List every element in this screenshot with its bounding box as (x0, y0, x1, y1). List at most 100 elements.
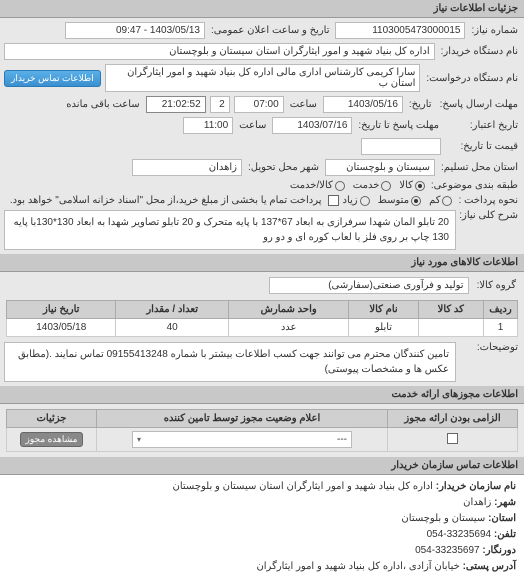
announce-label: تاریخ و ساعت اعلان عمومی: (209, 25, 332, 36)
contact-fax-label: دورنگار: (482, 545, 516, 556)
radio-dot-icon (335, 181, 345, 191)
price-date-value (361, 138, 441, 155)
contact-buyer-button[interactable]: اطلاعات تماس خریدار (4, 70, 101, 87)
radio-low[interactable]: کم (429, 195, 452, 206)
validity-time-value: 11:00 (183, 117, 233, 134)
row-buyer-org: نام دستگاه خریدار: اداره کل بنیاد شهید و… (0, 41, 524, 62)
requester-label: نام دستگاه درخواست: (424, 73, 520, 84)
section-licenses-title: اطلاعات مجوزهای ارائه خدمت (391, 389, 518, 400)
contact-province-row: استان: سیستان و بلوچستان (8, 511, 516, 527)
radio-dot-icon (381, 181, 391, 191)
contact-address-label: آدرس پستی: (463, 561, 516, 572)
section-details-title: جزئیات اطلاعات نیاز (434, 3, 518, 14)
summary-text: 20 تابلو المان شهدا سرفرازی به ابعاد 67*… (4, 210, 456, 250)
category-row: گروه کالا: تولید و فرآوری صنعتی(سفارشی) (0, 274, 524, 297)
row-req-number: شماره نیاز: 1103005473000015 تاریخ و ساع… (0, 20, 524, 41)
validity-deadline-label: مهلت پاسخ تا تاریخ: (356, 120, 441, 131)
page-num: 2 (210, 96, 230, 113)
col-need-date: تاریخ نیاز (7, 301, 116, 319)
items-table: ردیف کد کالا نام کالا واحد شمارش تعداد /… (6, 300, 518, 337)
view-license-button[interactable]: مشاهده مجوز (20, 432, 84, 447)
lic-checkbox[interactable] (447, 433, 458, 444)
contact-phone-label: تلفن: (494, 529, 516, 540)
contact-city-label: شهر: (494, 497, 516, 508)
row-validity: تاریخ اعتبار: مهلت پاسخ تا تاریخ: 1403/0… (0, 115, 524, 136)
radio-dot-icon (415, 181, 425, 191)
col-row-num: ردیف (484, 301, 518, 319)
row-summary: شرح کلی نیاز: 20 تابلو المان شهدا سرفراز… (0, 208, 524, 252)
req-number-value: 1103005473000015 (335, 22, 465, 39)
section-items-title: اطلاعات کالاهای مورد نیاز (411, 257, 518, 268)
req-number-label: شماره نیاز: (469, 25, 520, 36)
validity-label: تاریخ اعتبار: (445, 120, 520, 131)
contact-phone-row: تلفن: 33235694-054 (8, 527, 516, 543)
lic-details-cell: مشاهده مجوز (7, 428, 97, 452)
section-contact-title: اطلاعات تماس سازمان خریدار (391, 460, 518, 471)
radio-khedmat[interactable]: خدمت (353, 180, 392, 191)
table-row[interactable]: 1 تابلو عدد 40 1403/05/18 (7, 319, 518, 337)
radio-kala[interactable]: کالا (399, 180, 425, 191)
contact-city-value: زاهدان (463, 497, 491, 508)
deadline-time-value: 07:00 (234, 96, 284, 113)
radio-dot-icon (360, 196, 370, 206)
deadline-date-label: تاریخ: (407, 99, 434, 110)
items-area: گروه کالا: تولید و فرآوری صنعتی(سفارشی) … (0, 272, 524, 386)
contact-fax-row: دورنگار: 33235697-054 (8, 543, 516, 559)
radio-high[interactable]: زیاد (343, 195, 370, 206)
row-requester: نام دستگاه درخواست: سارا کریمی کارشناس ا… (0, 62, 524, 94)
row-deadline: مهلت ارسال پاسخ: تاریخ: 1403/05/16 ساعت … (0, 94, 524, 115)
pay-checkbox[interactable] (328, 195, 339, 206)
lic-mandatory-cell (388, 428, 518, 452)
contact-org-label: نام سازمان خریدار: (436, 481, 516, 492)
notes-label: توضیحات: (460, 342, 520, 353)
radio-dot-icon (442, 196, 452, 206)
requester-value: سارا کریمی کارشناس اداری مالی اداره کل ب… (105, 64, 421, 92)
announce-value: 1403/05/13 - 09:47 (65, 22, 205, 39)
validity-time-label: ساعت (237, 120, 268, 131)
lic-select-value: --- (337, 434, 347, 445)
cell-qty: 40 (116, 319, 228, 337)
cell-need-date: 1403/05/18 (7, 319, 116, 337)
radio-medium[interactable]: متوسط (378, 195, 421, 206)
budget-label: طبقه بندی موضوعی: (429, 180, 520, 191)
remaining-label: ساعت باقی مانده (64, 99, 141, 110)
row-budget: طبقه بندی موضوعی: کالا خدمت کالا/خدمت (0, 178, 524, 193)
license-row: --- ▾ مشاهده مجوز (7, 428, 518, 452)
row-location: استان محل تسلیم: سیستان و بلوچستان شهر م… (0, 157, 524, 178)
row-price-date: قیمت تا تاریخ: (0, 136, 524, 157)
cell-row-num: 1 (484, 319, 518, 337)
city-value: زاهدان (132, 159, 242, 176)
summary-label: شرح کلی نیاز: (460, 210, 520, 221)
lic-status-select[interactable]: --- ▾ (132, 431, 352, 448)
row-pay-method: نحوه پرداخت : کم متوسط زیاد پرداخت تمام … (0, 193, 524, 208)
lic-col-status: اعلام وضعیت مجوز توسط تامین کننده (97, 410, 388, 428)
deadline-time-label: ساعت (288, 99, 319, 110)
radio-kala-khedmat[interactable]: کالا/خدمت (290, 180, 345, 191)
items-table-header-row: ردیف کد کالا نام کالا واحد شمارش تعداد /… (7, 301, 518, 319)
section-details-header: جزئیات اطلاعات نیاز (0, 0, 524, 18)
pay-method-label: نحوه پرداخت : (456, 195, 520, 206)
lic-col-details: جزئیات (7, 410, 97, 428)
contact-org-value: اداره کل بنیاد شهید و امور ایثارگران است… (172, 481, 432, 492)
category-value: تولید و فرآوری صنعتی(سفارشی) (269, 277, 469, 294)
category-label: گروه کالا: (475, 280, 518, 291)
lic-status-cell: --- ▾ (97, 428, 388, 452)
section-contact-header: اطلاعات تماس سازمان خریدار (0, 457, 524, 475)
lic-col-mandatory: الزامی بودن ارائه مجوز (388, 410, 518, 428)
row-notes: توضیحات: تامین کنندگان محترم می توانند ج… (0, 340, 524, 384)
buyer-org-value: اداره کل بنیاد شهید و امور ایثارگران است… (4, 43, 435, 60)
contact-fax-value: 33235697-054 (415, 545, 480, 556)
contact-block: نام سازمان خریدار: اداره کل بنیاد شهید و… (0, 475, 524, 579)
col-qty: تعداد / مقدار (116, 301, 228, 319)
countdown-value: 21:02:52 (146, 96, 206, 113)
budget-radio-group: کالا خدمت کالا/خدمت (290, 180, 425, 191)
contact-province-value: سیستان و بلوچستان (401, 513, 485, 524)
cell-item-name: تابلو (349, 319, 418, 337)
licenses-area: الزامی بودن ارائه مجوز اعلام وضعیت مجوز … (0, 404, 524, 457)
col-item-code: کد کالا (418, 301, 483, 319)
province-value: سیستان و بلوچستان (325, 159, 435, 176)
section-licenses-header: اطلاعات مجوزهای ارائه خدمت (0, 386, 524, 404)
radio-dot-icon (411, 196, 421, 206)
contact-city-row: شهر: زاهدان (8, 495, 516, 511)
city-label: شهر محل تحویل: (246, 162, 321, 173)
